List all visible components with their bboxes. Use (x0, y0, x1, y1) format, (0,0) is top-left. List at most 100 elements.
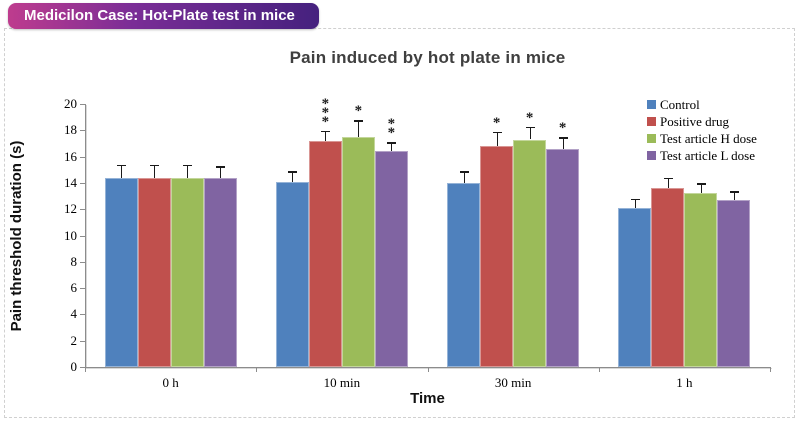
error-bar-cap (216, 166, 226, 168)
legend-label: Test article H dose (660, 130, 757, 146)
significance-marker: * (525, 109, 534, 126)
legend-item-test-article-l-dose: Test article L dose (647, 147, 757, 163)
y-axis-tick-label: 8 (70, 253, 78, 269)
error-bar-cap (558, 137, 568, 139)
y-axis-tick (80, 182, 85, 184)
y-axis-tick (80, 314, 85, 316)
y-axis-tick-label: 10 (64, 227, 77, 243)
y-axis-tick-label: 16 (64, 148, 77, 164)
error-bar (496, 132, 498, 147)
legend-swatch (647, 100, 656, 109)
error-bar-cap (288, 171, 298, 173)
legend-item-positive-drug: Positive drug (647, 113, 757, 129)
significance-marker: * (558, 120, 567, 137)
legend-item-test-article-h-dose: Test article H dose (647, 130, 757, 146)
y-axis-tick (80, 288, 85, 290)
bar-test-article-h-dose (170, 177, 204, 367)
y-axis-tick-label: 4 (70, 306, 78, 322)
y-axis-tick-label: 6 (70, 280, 78, 296)
bar-control (275, 181, 309, 367)
error-bar-cap (663, 177, 673, 180)
y-axis-tick (80, 340, 85, 342)
error-bar-cap (459, 171, 469, 173)
bar-test-article-h-dose (513, 139, 547, 367)
y-axis-tick (80, 367, 85, 368)
x-axis-tick-label: 1 h (676, 375, 693, 390)
chart-title: Pain induced by hot plate in mice (289, 48, 566, 67)
legend-label: Test article L dose (660, 147, 755, 163)
significance-marker: * * * (321, 95, 330, 130)
y-axis-tick (80, 156, 85, 158)
error-bar-cap (525, 126, 535, 129)
error-bar (154, 165, 156, 178)
error-bar-cap (354, 120, 364, 122)
x-axis-tick-label: 0 h (162, 375, 179, 390)
x-axis-tick-label: 30 min (494, 375, 532, 390)
significance-marker: * (492, 114, 501, 131)
error-bar (292, 172, 294, 182)
x-axis-tick (770, 368, 771, 372)
y-axis-line (85, 104, 86, 367)
x-axis-title: Time (410, 390, 445, 407)
bar-control (447, 182, 481, 367)
legend: Control Positive drug Test article H dose T… (647, 96, 757, 166)
y-axis-tick-label: 12 (64, 201, 77, 217)
bar-test-article-l-dose (546, 148, 580, 367)
error-bar (121, 165, 123, 178)
bar-test-article-l-dose (374, 151, 408, 367)
error-bar (358, 121, 360, 137)
legend-swatch (647, 117, 656, 126)
header-badge: Medicilon Case: Hot-Plate test in mice (8, 3, 319, 29)
error-bar-cap (729, 191, 739, 193)
legend-label: Control (660, 96, 700, 112)
bar-positive-drug (137, 177, 171, 367)
bar-test-article-l-dose (717, 199, 751, 367)
bar-control (618, 207, 652, 367)
error-bar (187, 165, 189, 178)
error-bar (667, 178, 669, 189)
error-bar (325, 131, 327, 141)
y-axis-tick (80, 130, 85, 132)
error-bar-cap (492, 131, 502, 134)
error-bar-cap (696, 183, 706, 185)
error-bar (733, 192, 735, 200)
x-axis-line (85, 367, 771, 368)
bar-test-article-l-dose (203, 177, 237, 367)
y-axis-tick-label: 18 (64, 122, 77, 138)
error-bar-cap (630, 198, 640, 201)
legend-item-control: Control (647, 96, 757, 112)
legend-swatch (647, 151, 656, 160)
error-bar (562, 138, 564, 149)
y-axis-title: Pain threshold duration (s) (8, 140, 25, 332)
error-bar-cap (183, 164, 193, 167)
bar-test-article-h-dose (341, 136, 375, 367)
error-bar-cap (117, 164, 127, 167)
legend-label: Positive drug (660, 113, 729, 129)
error-bar-cap (150, 164, 160, 167)
bar-positive-drug (308, 140, 342, 367)
bar-control (104, 177, 138, 367)
error-bar-cap (321, 130, 331, 133)
bar-test-article-h-dose (684, 193, 718, 367)
y-axis-tick (80, 209, 85, 211)
x-axis-tick (598, 368, 600, 372)
error-bar (463, 172, 465, 183)
significance-marker: * (354, 103, 363, 120)
error-bar (220, 167, 222, 178)
y-axis-tick-label: 14 (64, 174, 77, 190)
y-axis-tick-label: 0 (70, 359, 78, 374)
error-bar-cap (387, 142, 397, 144)
error-bar (391, 143, 393, 152)
significance-marker: * * (387, 116, 396, 142)
bar-positive-drug (651, 188, 685, 367)
y-axis-tick (80, 104, 85, 105)
error-bar (700, 184, 702, 194)
y-axis-tick-label: 2 (70, 332, 78, 348)
x-axis-tick-label: 10 min (323, 375, 361, 390)
bar-positive-drug (480, 146, 514, 367)
error-bar (529, 127, 531, 140)
y-axis-tick-label: 20 (64, 96, 77, 111)
y-axis-tick (80, 235, 85, 237)
x-axis-tick (427, 368, 429, 372)
